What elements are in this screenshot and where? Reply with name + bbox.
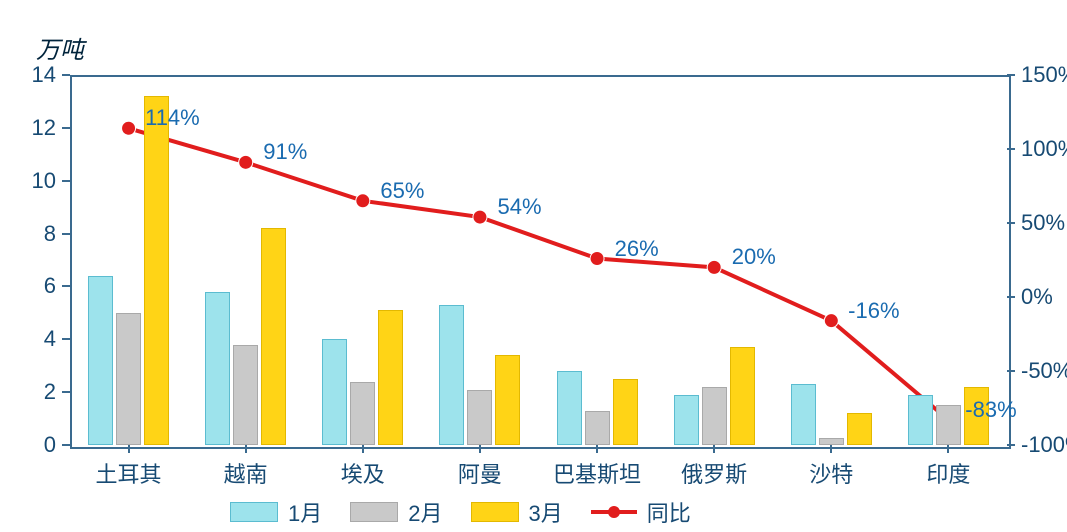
legend-line-marker xyxy=(608,506,620,518)
bar xyxy=(936,405,961,445)
y-left-tick-mark xyxy=(62,180,70,182)
bar xyxy=(674,395,699,445)
x-category-label: 阿曼 xyxy=(458,457,502,489)
y-right-tick-mark xyxy=(1007,370,1015,372)
bar xyxy=(378,310,403,445)
legend-item: 2月 xyxy=(350,496,442,528)
bar xyxy=(205,292,230,445)
y-left-tick-mark xyxy=(62,233,70,235)
bar xyxy=(557,371,582,445)
y-right-tick-mark xyxy=(1007,296,1015,298)
x-category-label: 越南 xyxy=(224,457,268,489)
legend-label: 同比 xyxy=(647,496,691,528)
chart-legend: 1月 2月 3月 同比 xyxy=(230,496,691,528)
legend-label: 2月 xyxy=(408,496,442,528)
legend-item: 同比 xyxy=(591,496,691,528)
x-tick-mark xyxy=(596,445,598,453)
legend-label: 3月 xyxy=(529,496,563,528)
bar xyxy=(819,438,844,445)
line-marker xyxy=(590,252,604,266)
legend-label: 1月 xyxy=(288,496,322,528)
y-left-tick-mark xyxy=(62,338,70,340)
line-marker xyxy=(824,314,838,328)
x-tick-mark xyxy=(362,445,364,453)
line-data-label: 26% xyxy=(615,236,659,262)
line-marker xyxy=(473,210,487,224)
bar xyxy=(88,276,113,445)
y-left-tick-label: 12 xyxy=(32,115,56,141)
bar xyxy=(702,387,727,445)
x-category-label: 沙特 xyxy=(809,457,853,489)
y-left-tick-mark xyxy=(62,444,70,446)
legend-item: 1月 xyxy=(230,496,322,528)
y-right-tick-mark xyxy=(1007,74,1015,76)
y-right-tick-mark xyxy=(1007,222,1015,224)
x-category-label: 印度 xyxy=(926,457,970,489)
y-left-tick-mark xyxy=(62,285,70,287)
bar xyxy=(908,395,933,445)
y-left-tick-label: 14 xyxy=(32,62,56,88)
x-category-label: 埃及 xyxy=(341,457,385,489)
y-left-tick-mark xyxy=(62,391,70,393)
y-right-tick-mark xyxy=(1007,148,1015,150)
line-data-label: -16% xyxy=(848,298,899,324)
x-category-label: 巴基斯坦 xyxy=(553,457,641,489)
bar xyxy=(144,96,169,445)
y-right-tick-label: -50% xyxy=(1021,358,1067,384)
bar xyxy=(116,313,141,445)
x-tick-mark xyxy=(245,445,247,453)
y-left-tick-mark xyxy=(62,127,70,129)
bar xyxy=(847,413,872,445)
legend-swatch xyxy=(350,502,398,522)
line-data-label: 54% xyxy=(498,194,542,220)
combo-chart: 万吨 1月2月3月同比 02468101214-100%-50%0%50%100… xyxy=(0,0,1067,532)
line-marker xyxy=(239,155,253,169)
bar xyxy=(350,382,375,445)
y-left-tick-label: 8 xyxy=(44,221,56,247)
x-tick-mark xyxy=(713,445,715,453)
bar xyxy=(322,339,347,445)
x-category-label: 俄罗斯 xyxy=(681,457,747,489)
line-data-label: 114% xyxy=(145,105,200,131)
y-left-tick-label: 2 xyxy=(44,379,56,405)
legend-line-swatch xyxy=(591,510,637,514)
y-left-tick-label: 4 xyxy=(44,326,56,352)
bar xyxy=(585,411,610,445)
legend-swatch xyxy=(471,502,519,522)
line-marker xyxy=(356,194,370,208)
legend-swatch xyxy=(230,502,278,522)
x-tick-mark xyxy=(479,445,481,453)
y-left-tick-label: 10 xyxy=(32,168,56,194)
x-tick-mark xyxy=(128,445,130,453)
bar xyxy=(613,379,638,445)
y-right-tick-label: 50% xyxy=(1021,210,1065,236)
bar xyxy=(730,347,755,445)
bar xyxy=(261,228,286,445)
y-right-tick-label: 100% xyxy=(1021,136,1067,162)
y-right-tick-mark xyxy=(1007,444,1015,446)
bar xyxy=(467,390,492,446)
line-data-label: -83% xyxy=(965,397,1016,423)
line-marker xyxy=(707,260,721,274)
x-tick-mark xyxy=(947,445,949,453)
y-left-tick-label: 0 xyxy=(44,432,56,458)
line-data-label: 91% xyxy=(263,139,307,165)
bar xyxy=(791,384,816,445)
line-data-label: 65% xyxy=(380,178,424,204)
y-left-tick-label: 6 xyxy=(44,273,56,299)
line-data-label: 20% xyxy=(732,244,776,270)
x-category-label: 土耳其 xyxy=(96,457,162,489)
y-right-tick-label: -100% xyxy=(1021,432,1067,458)
y-right-tick-label: 0% xyxy=(1021,284,1053,310)
bar xyxy=(495,355,520,445)
line-marker xyxy=(122,121,136,135)
y-right-tick-label: 150% xyxy=(1021,62,1067,88)
bar xyxy=(233,345,258,445)
bar xyxy=(439,305,464,445)
legend-item: 3月 xyxy=(471,496,563,528)
x-tick-mark xyxy=(830,445,832,453)
y-left-tick-mark xyxy=(62,74,70,76)
